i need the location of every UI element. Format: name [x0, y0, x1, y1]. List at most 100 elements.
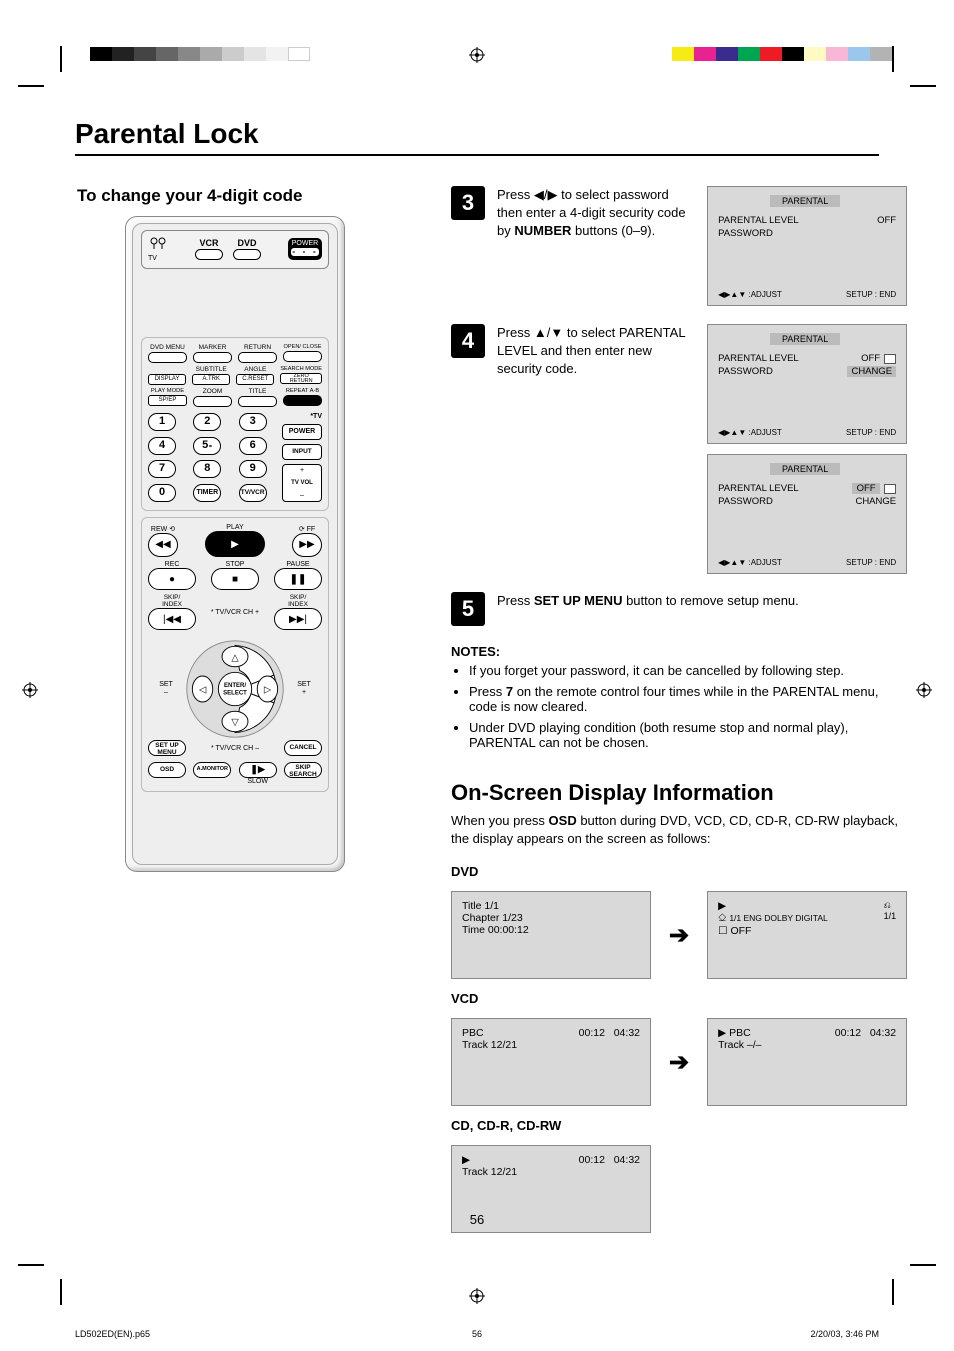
step-5-icon: 5	[451, 592, 485, 626]
osd-vcd-left: PBC 00:12 04:32 Track 12/21	[451, 1018, 651, 1106]
svg-text:△: △	[231, 652, 238, 662]
tv-label: TV	[148, 255, 168, 262]
zero-return-button[interactable]: SEARCH MODEZERO RETURN	[280, 366, 322, 385]
tv-vcr-button[interactable]: TV/VCR	[239, 484, 267, 502]
power-button[interactable]: POWER ∘ ∘ ∘	[288, 238, 322, 260]
dvd-mode-button[interactable]: DVD	[233, 238, 261, 260]
step-4-icon: 4	[451, 324, 485, 358]
slow-button[interactable]: ❚▶	[239, 762, 277, 778]
slow-label: SLOW	[239, 778, 277, 785]
crop-mark-icon	[60, 1279, 62, 1305]
tv-power-button[interactable]: POWER	[282, 424, 322, 440]
svg-text:SELECT: SELECT	[223, 691, 247, 697]
crop-mark-icon	[892, 46, 894, 72]
tv-side-label: *TV	[282, 413, 322, 420]
tv-input-button[interactable]: INPUT	[282, 444, 322, 460]
osd-vcd-right: ▶ PBC 00:12 04:32 Track –/–	[707, 1018, 907, 1106]
crop-mark-icon	[18, 85, 44, 87]
notes-block: NOTES: If you forget your password, it c…	[451, 644, 907, 750]
step-3-text: Press ◀/▶ to select password then enter …	[497, 186, 695, 241]
remote-illustration: TV VCR DVD POWER ∘ ∘ ∘	[125, 216, 345, 872]
rewind-button[interactable]: ◀◀	[148, 533, 178, 557]
step-5-text: Press SET UP MENU button to remove setup…	[497, 592, 907, 610]
svg-text:◁: ◁	[199, 685, 206, 695]
forward-button[interactable]: ▶▶	[292, 533, 322, 557]
pause-button[interactable]: ❚❚	[274, 568, 322, 590]
osd-dvd-right: ▶ ⎐ 1/1 ENG DOLBY DIGITAL ☐ OFF ⎌1/1	[707, 891, 907, 979]
zoom-button[interactable]: ZOOM	[193, 388, 232, 407]
dvd-menu-button[interactable]: DVD MENU	[148, 344, 187, 363]
registration-mark-icon	[469, 47, 485, 63]
open-close-button[interactable]: OPEN/ CLOSE	[283, 344, 322, 363]
play-button[interactable]: ▶	[205, 531, 265, 557]
crop-mark-icon	[60, 46, 62, 72]
step-4-text: Press ▲/▼ to select PARENTAL LEVEL and t…	[497, 324, 695, 379]
arrow-right-icon: ➔	[669, 921, 689, 950]
sp-ep-button[interactable]: PLAY MODESP/EP	[148, 388, 187, 407]
vcr-mode-button[interactable]: VCR	[195, 238, 223, 260]
crop-mark-icon	[910, 85, 936, 87]
setup-menu-button[interactable]: SET UP MENU	[148, 740, 186, 756]
osd-dvd-left: Title 1/1 Chapter 1/23 Time 00:00:12	[451, 891, 651, 979]
cancel-button[interactable]: CANCEL	[284, 740, 322, 756]
atrk-button[interactable]: SUBTITLEA.TRK	[192, 366, 230, 385]
title-button[interactable]: TITLE	[238, 388, 277, 407]
number-7-button[interactable]: 7	[148, 460, 176, 478]
skip-prev-button[interactable]: |◀◀	[148, 608, 196, 630]
subsection-title: To change your 4-digit code	[77, 186, 415, 206]
tv-volume-button[interactable]: + TV VOL –	[282, 464, 322, 502]
stop-button[interactable]: ■	[211, 568, 259, 590]
tv-mode-indicator-icon: TV	[148, 235, 168, 262]
color-swatch-strip	[672, 47, 892, 61]
crop-mark-icon	[910, 1264, 936, 1266]
osd-parental-2: PARENTAL PARENTAL LEVELOFF PASSWORDCHANG…	[707, 324, 907, 444]
number-0-button[interactable]: 0	[148, 484, 176, 502]
number-9-button[interactable]: 9	[239, 460, 267, 478]
return-button[interactable]: RETURN	[238, 344, 277, 363]
osd-parental-3: PARENTAL PARENTAL LEVELOFF PASSWORDCHANG…	[707, 454, 907, 574]
divider	[75, 154, 879, 156]
number-3-button[interactable]: 3	[239, 413, 267, 431]
repeat-ab-button[interactable]: REPEAT A-B	[283, 388, 322, 407]
osd-parental-1: PARENTAL PARENTAL LEVELOFF PASSWORD ◀▶▲▼…	[707, 186, 907, 306]
crop-mark-icon	[892, 1279, 894, 1305]
skip-next-button[interactable]: ▶▶|	[274, 608, 322, 630]
timer-button[interactable]: TIMER	[193, 484, 221, 502]
gray-swatch-strip	[90, 47, 310, 61]
dvd-label: DVD	[451, 864, 907, 879]
creset-button[interactable]: ANGLEC.RESET	[236, 366, 274, 385]
number-1-button[interactable]: 1	[148, 413, 176, 431]
marker-button[interactable]: MARKER	[193, 344, 232, 363]
registration-mark-icon	[22, 682, 38, 698]
registration-mark-icon	[469, 1288, 485, 1304]
number-4-button[interactable]: 4	[148, 437, 176, 455]
set-minus-label: SET –	[148, 681, 184, 696]
footer-page: 56	[472, 1329, 482, 1339]
osd-button[interactable]: OSD	[148, 762, 186, 778]
svg-text:▷: ▷	[264, 685, 271, 695]
footer-filename: LD502ED(EN).p65	[75, 1329, 150, 1339]
svg-text:ENTER/: ENTER/	[224, 683, 246, 689]
svg-text:▽: ▽	[231, 717, 238, 727]
footer-date: 2/20/03, 3:46 PM	[810, 1329, 879, 1339]
cd-label: CD, CD-R, CD-RW	[451, 1118, 907, 1133]
record-button[interactable]: ●	[148, 568, 196, 590]
section-osd-title: On-Screen Display Information	[451, 780, 907, 806]
amonitor-button[interactable]: A.MONITOR	[193, 762, 231, 778]
page-title: Parental Lock	[75, 118, 879, 150]
number-8-button[interactable]: 8	[193, 460, 221, 478]
crop-mark-icon	[18, 1264, 44, 1266]
number-2-button[interactable]: 2	[193, 413, 221, 431]
display-button[interactable]: DISPLAY	[148, 366, 186, 385]
power-led-icon: ∘ ∘ ∘	[291, 248, 319, 256]
step-3-icon: 3	[451, 186, 485, 220]
vcd-label: VCD	[451, 991, 907, 1006]
number-6-button[interactable]: 6	[239, 437, 267, 455]
registration-mark-icon	[916, 682, 932, 698]
dpad: △ ▽ ◁ ▷ ENTER/ SELECT	[184, 634, 286, 744]
number-5-button[interactable]: 5∘	[193, 437, 221, 455]
section-osd-intro: When you press OSD button during DVD, VC…	[451, 812, 907, 848]
page-number: 56	[470, 1212, 484, 1227]
skip-search-button[interactable]: SKIP SEARCH	[284, 762, 322, 778]
set-plus-label: SET +	[286, 681, 322, 696]
